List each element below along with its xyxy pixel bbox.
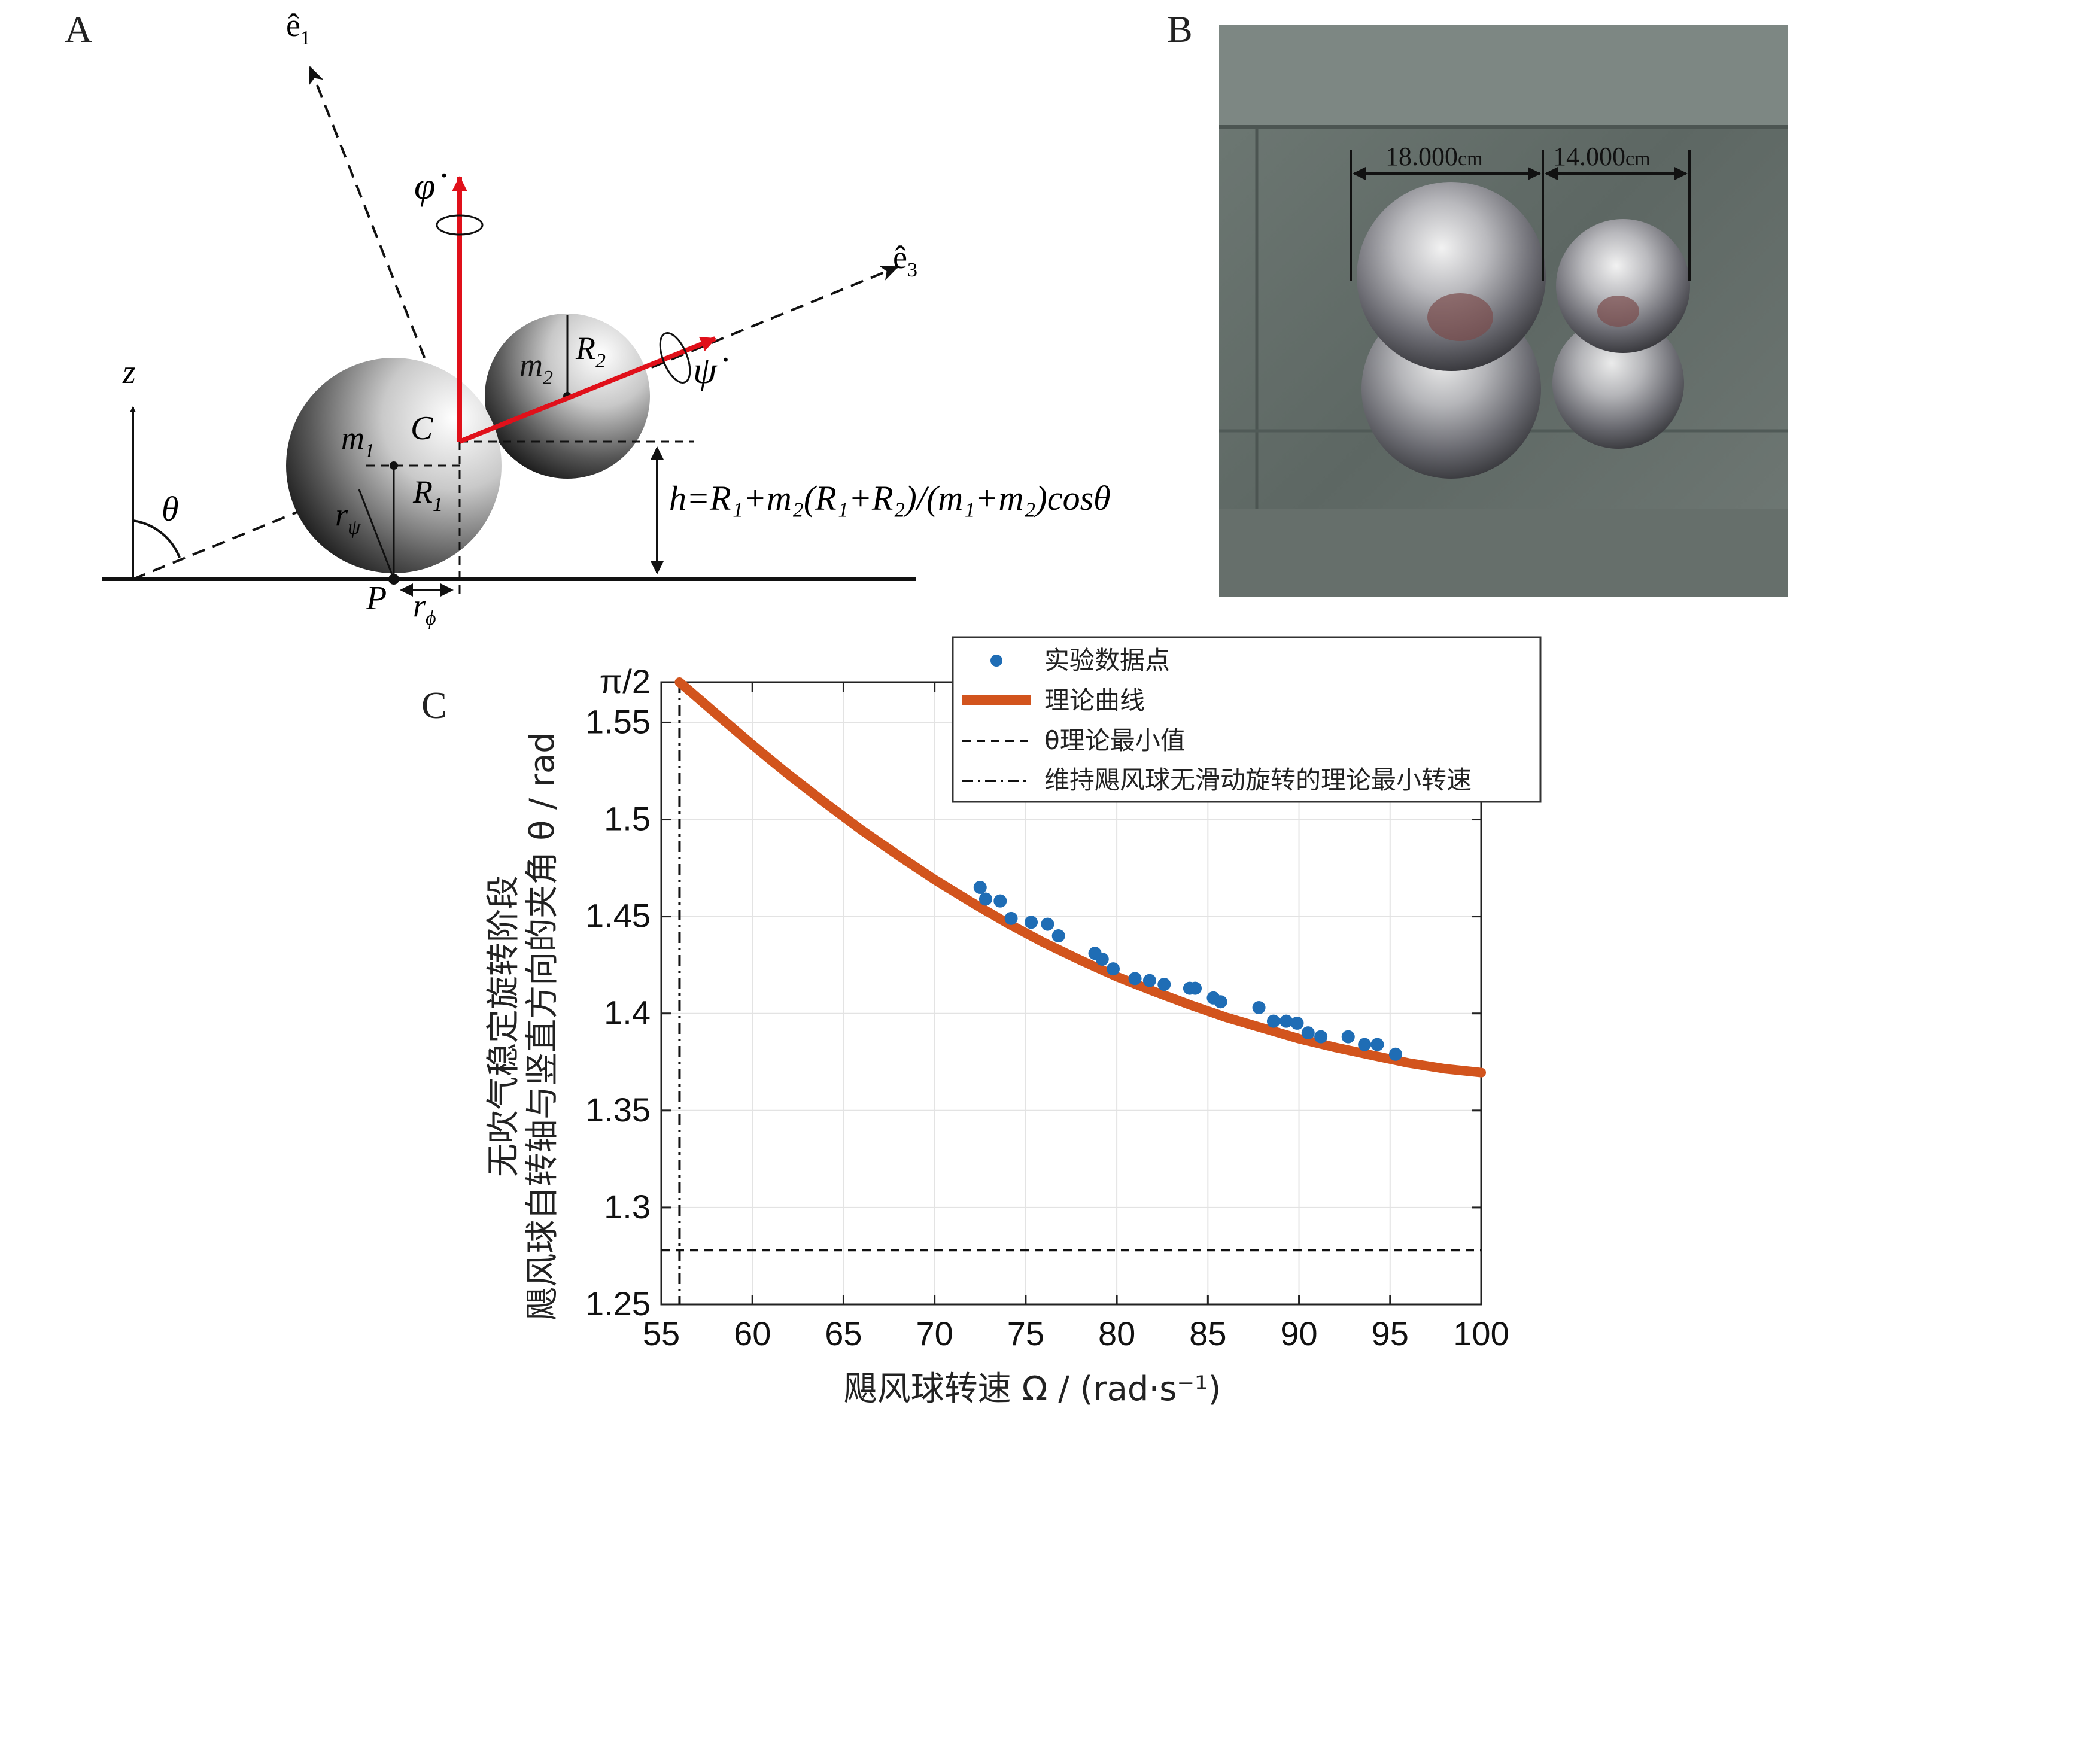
data-point (1004, 911, 1018, 925)
data-point (1157, 978, 1171, 991)
data-point (1095, 952, 1109, 966)
data-point (1189, 981, 1202, 995)
data-point (1290, 1016, 1304, 1030)
rpsi-label: rψ (335, 497, 361, 539)
y-tick-label: 1.4 (604, 994, 651, 1032)
data-point (1107, 962, 1120, 976)
phi-dot-label: φ̇ (414, 165, 446, 207)
x-tick-label: 95 (1372, 1315, 1409, 1352)
data-point (1025, 916, 1038, 929)
x-axis-title: 飓风球转速 Ω / (rad·s⁻¹) (844, 1370, 1221, 1409)
m1-label: m1 (341, 420, 375, 462)
panel-b-letter: B (1167, 8, 1193, 50)
legend-label-data: 实验数据点 (1044, 646, 1170, 675)
y-tick-label: 1.55 (585, 702, 651, 740)
y-tick-label: 1.25 (585, 1285, 651, 1322)
data-point (978, 892, 992, 906)
panel-c: C 55 60 65 70 75 80 85 90 95 100 1.25 1.3 1.35 1.4 1.4… (421, 636, 1542, 1409)
x-tick-label: 55 (643, 1315, 680, 1352)
data-point (1214, 995, 1227, 1009)
x-tick-label: 60 (734, 1315, 771, 1352)
panel-b: B 18.000cm 14.000cm (1167, 8, 1788, 597)
data-point (1358, 1038, 1372, 1051)
data-point (1266, 1014, 1280, 1028)
data-point (1280, 1014, 1293, 1028)
x-tick-label: 100 (1453, 1315, 1509, 1352)
x-tick-label: 80 (1098, 1315, 1135, 1352)
small-ball-reflection-spot (1597, 296, 1639, 327)
y-tick-label: π/2 (600, 662, 651, 700)
chart-legend: 实验数据点 理论曲线 θ理论最小值 维持飓风球无滑动旋转的理论最小转速 (952, 636, 1542, 803)
y-axis-title-line-2: 飓风球自转轴与竖直方向的夹角 θ / rad (523, 732, 562, 1320)
height-formula: h=R₁+m₂(R₁+R₂)/(m₁+m₂)cosθ (669, 479, 1111, 518)
data-point (1252, 1000, 1266, 1014)
data-point (1051, 929, 1065, 943)
m2-label: m2 (519, 347, 553, 389)
photo-top-band (1219, 25, 1788, 127)
theta-label: θ (162, 489, 179, 528)
big-steel-ball (1357, 182, 1546, 371)
photo-bottom-band (1219, 509, 1788, 597)
rpsi-line (358, 489, 395, 580)
data-point (993, 894, 1007, 908)
m1-center (390, 461, 398, 470)
z-label: z (122, 354, 136, 391)
data-point (1142, 974, 1156, 987)
y-axis-title-line-1: 无吹气稳定旋转阶段 (484, 875, 523, 1177)
legend-box (952, 636, 1542, 803)
x-tick-label: 70 (916, 1315, 953, 1352)
data-point (1388, 1047, 1402, 1061)
data-point (1314, 1030, 1328, 1044)
y-tick-label: 1.45 (585, 897, 651, 935)
legend-label-theta-min: θ理论最小值 (1044, 726, 1186, 755)
data-point (973, 880, 987, 894)
theory-curve (674, 677, 1486, 1078)
y-tick-label: 1.3 (604, 1188, 651, 1225)
legend-label-theory: 理论曲线 (1044, 686, 1145, 715)
y-tick-label: 1.5 (604, 800, 651, 838)
small-ball-reflection (1552, 317, 1684, 449)
psi-dot-vector (458, 336, 716, 444)
rphi-label: rϕ (413, 588, 436, 629)
c-label: C (411, 410, 433, 447)
x-tick-label: 65 (825, 1315, 862, 1352)
contact-point (388, 574, 399, 585)
data-point (1128, 972, 1142, 986)
panel-c-letter: C (421, 684, 447, 726)
data-point (1041, 917, 1054, 931)
dimension-1-label: 18.000cm (1385, 142, 1483, 171)
legend-label-omega-min: 维持飓风球无滑动旋转的理论最小转速 (1044, 765, 1472, 795)
e1-label: ê1 (286, 7, 311, 49)
phi-rotation-indicator (436, 214, 484, 236)
small-steel-ball (1556, 219, 1690, 353)
x-tick-label: 75 (1007, 1315, 1044, 1352)
data-point (1370, 1038, 1384, 1051)
theta-arc (132, 519, 181, 558)
e3-label: ê3 (893, 239, 917, 281)
data-point (1341, 1030, 1355, 1044)
big-ball-reflection-spot (1427, 293, 1493, 341)
panel-a: A z θ ê3 ê1 (65, 7, 1111, 629)
psi-dot-label: ψ̇ (693, 349, 728, 391)
x-tick-label: 90 (1280, 1315, 1317, 1352)
r1-label: R1 (412, 474, 443, 516)
dimension-2-label: 14.000cm (1553, 142, 1651, 171)
r2-label: R2 (575, 330, 606, 372)
p-label: P (366, 580, 387, 617)
legend-marker-data (990, 655, 1002, 667)
data-point (1301, 1026, 1315, 1040)
x-tick-label: 85 (1189, 1315, 1226, 1352)
y-tick-label: 1.35 (585, 1091, 651, 1129)
psi-rotation-indicator (659, 332, 691, 384)
panel-a-letter: A (65, 8, 92, 50)
